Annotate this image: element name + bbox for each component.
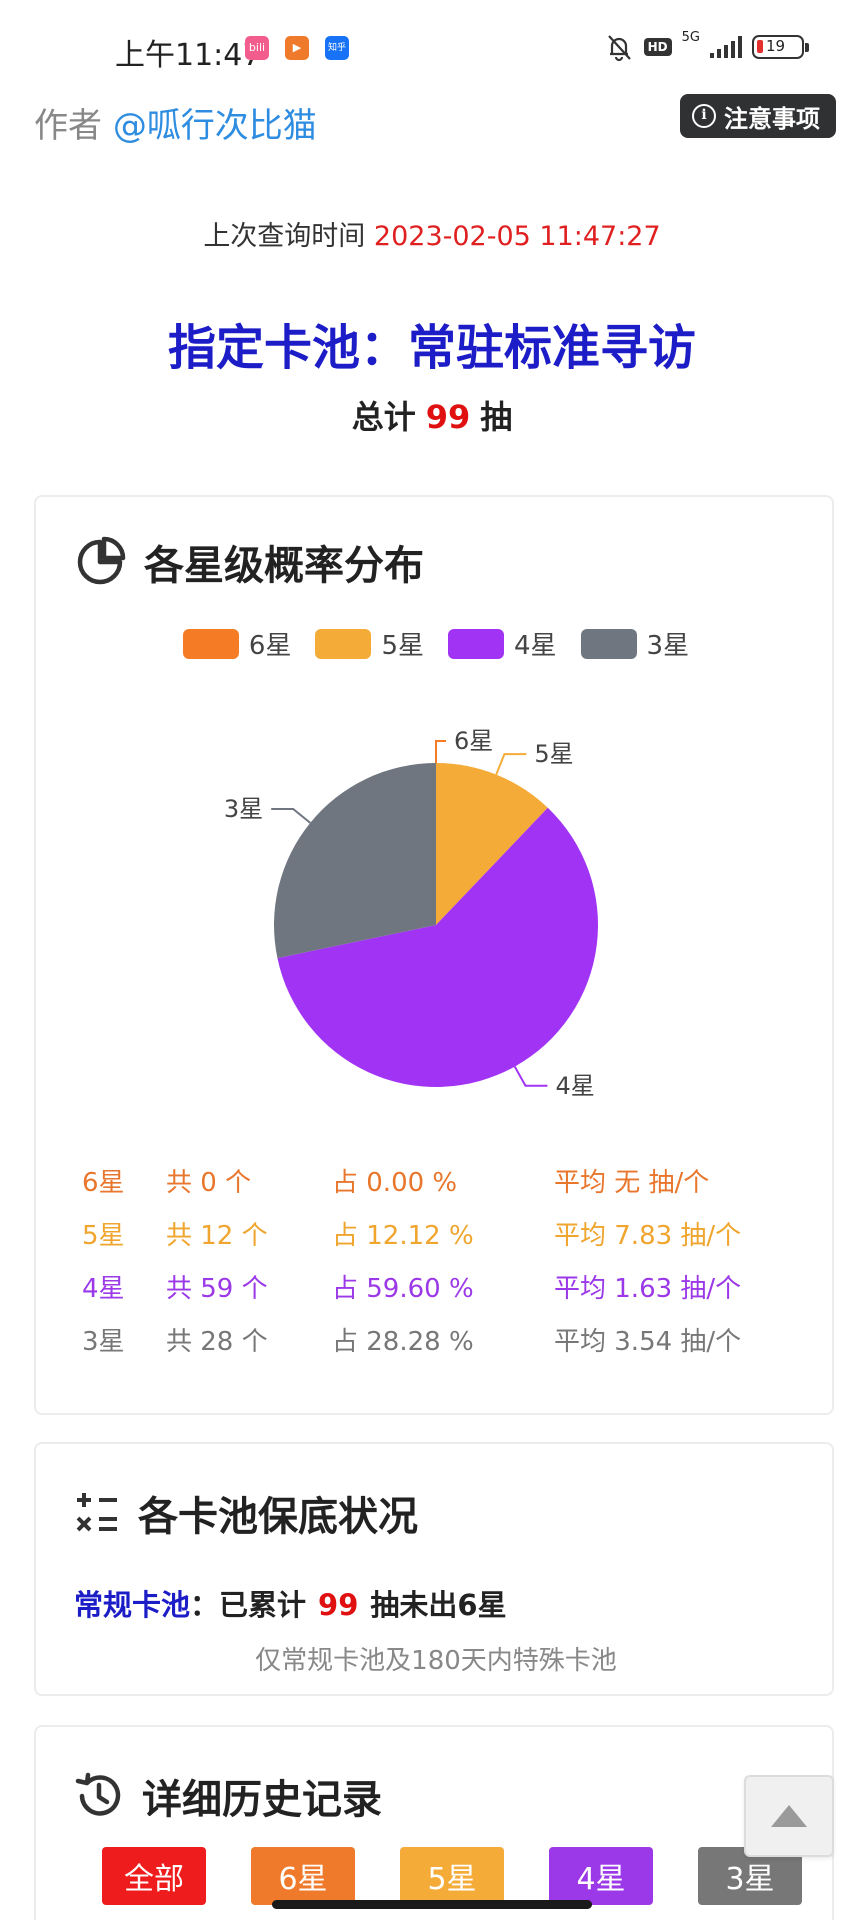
status-bar: 上午11:47 bili ▶ 知乎 HD 5G 19 (0, 0, 864, 90)
stat-average: 平均 无 抽/个 (554, 1168, 710, 1198)
stat-average: 平均 1.63 抽/个 (554, 1274, 742, 1304)
distribution-header: 各星级概率分布 (74, 533, 424, 591)
stat-row-5star: 5星 共 12 个 占 12.12 % 平均 7.83 抽/个 (36, 1215, 836, 1255)
filter-4star-button[interactable]: 4星 (549, 1847, 653, 1905)
pie-leader-line-3 (271, 807, 311, 824)
bilibili-app-icon: bili (245, 36, 269, 60)
notice-button[interactable]: i 注意事项 (680, 94, 836, 138)
hd-icon: HD (643, 38, 672, 56)
guarantee-header: 各卡池保底状况 (74, 1484, 418, 1542)
last-query-timestamp: 2023-02-05 11:47:27 (373, 221, 661, 252)
total-value: 99 (425, 398, 471, 436)
filter-6star-button[interactable]: 6星 (251, 1847, 355, 1905)
guarantee-note: 仅常规卡池及180天内特殊卡池 (255, 1646, 617, 1676)
stat-percent: 占 59.60 % (332, 1274, 474, 1304)
stat-percent: 占 28.28 % (332, 1327, 474, 1357)
stat-count: 共 59 个 (166, 1274, 268, 1304)
history-filters: 全部 6星 5星 4星 3星 (102, 1847, 802, 1905)
history-header: 详细历史记录 (74, 1767, 382, 1825)
status-time: 上午11:47 (115, 38, 262, 73)
history-icon (75, 1772, 121, 1816)
stat-star: 3星 (82, 1327, 125, 1357)
pie-chart: 6星 5星 4星 3星 (224, 727, 598, 1100)
pie-label-0: 6星 (454, 727, 493, 755)
guarantee-accum-label: 已累计 (219, 1588, 307, 1622)
filter-all-button[interactable]: 全部 (102, 1847, 206, 1905)
legend-label: 6星 (248, 631, 292, 661)
total-suffix: 抽 (480, 398, 513, 436)
guarantee-colon: ： (190, 1588, 220, 1622)
stat-count: 共 12 个 (166, 1221, 268, 1251)
pie-slice-1[interactable] (436, 763, 548, 925)
signal-icon (710, 36, 742, 58)
notice-button-label: 注意事项 (724, 104, 820, 133)
legend-item-3star[interactable]: 3星 (580, 625, 690, 662)
total-pulls: 总计 99 抽 (0, 392, 864, 438)
guarantee-status: 常规卡池：已累计 99 抽未出6星 (74, 1582, 507, 1624)
arrow-up-icon (771, 1805, 807, 1827)
stat-row-3star: 3星 共 28 个 占 28.28 % 平均 3.54 抽/个 (36, 1321, 836, 1361)
history-title: 详细历史记录 (142, 1777, 382, 1823)
zhihu-app-icon: 知乎 (325, 36, 349, 60)
stat-percent: 占 0.00 % (332, 1168, 458, 1198)
video-app-icon: ▶ (285, 36, 309, 60)
stat-star: 5星 (82, 1221, 125, 1251)
stat-star: 6星 (82, 1168, 125, 1198)
pie-chart-icon (77, 536, 126, 585)
network-type: 5G (681, 29, 700, 45)
pie-leader-line-0 (435, 740, 446, 763)
gesture-nav-bar[interactable] (272, 1900, 592, 1909)
distribution-title: 各星级概率分布 (144, 543, 424, 589)
pie-label-3: 3星 (224, 795, 263, 823)
legend-item-6star[interactable]: 6星 (182, 625, 292, 662)
stat-count: 共 0 个 (166, 1168, 252, 1198)
pie-leader-line-1 (495, 753, 527, 775)
legend-swatch (580, 628, 637, 659)
bell-muted-icon (607, 35, 631, 62)
info-icon: i (692, 104, 716, 128)
pie-slice-3[interactable] (274, 763, 436, 959)
stat-average: 平均 7.83 抽/个 (554, 1221, 742, 1251)
calculator-icon (76, 1493, 117, 1532)
history-card: 详细历史记录 全部 6星 5星 4星 3星 (34, 1725, 834, 1920)
guarantee-accum-suffix: 抽未出6星 (370, 1588, 507, 1622)
author-line: 作者 @呱行次比猫 (34, 98, 317, 147)
pool-title: 指定卡池：常驻标准寻访 (167, 320, 696, 376)
chart-legend: 6星 5星 4星 3星 (36, 625, 836, 662)
distribution-card: 各星级概率分布 6星 5星 4星 3星 6星 5星 4星 3星 6星 共 0 个 占 … (34, 495, 834, 1415)
pie-label-2: 4星 (555, 1072, 594, 1100)
author-handle-link[interactable]: @呱行次比猫 (112, 106, 317, 146)
stat-row-4star: 4星 共 59 个 占 59.60 % 平均 1.63 抽/个 (36, 1268, 836, 1308)
stat-star: 4星 (82, 1274, 125, 1304)
legend-swatch (448, 628, 504, 659)
battery-icon: 19 (752, 35, 809, 59)
stat-average: 平均 3.54 抽/个 (554, 1327, 742, 1357)
pie-slice-2[interactable] (277, 807, 598, 1087)
legend-swatch (315, 628, 372, 659)
guarantee-card: 各卡池保底状况 常规卡池：已累计 99 抽未出6星 仅常规卡池及180天内特殊卡池 (34, 1442, 834, 1696)
status-right-group: HD 5G 19 (604, 29, 809, 64)
stat-count: 共 28 个 (166, 1327, 268, 1357)
legend-label: 3星 (646, 631, 690, 661)
guarantee-accum-value: 99 (318, 1588, 359, 1622)
last-query-label: 上次查询时间 (203, 221, 366, 252)
pie-label-1: 5星 (534, 740, 573, 768)
guarantee-pool-name: 常规卡池 (74, 1588, 191, 1622)
legend-item-4star[interactable]: 4星 (448, 625, 557, 662)
filter-5star-button[interactable]: 5星 (400, 1847, 504, 1905)
stat-percent: 占 12.12 % (332, 1221, 474, 1251)
guarantee-title: 各卡池保底状况 (138, 1494, 418, 1540)
stat-row-6star: 6星 共 0 个 占 0.00 % 平均 无 抽/个 (36, 1162, 836, 1202)
legend-item-5star[interactable]: 5星 (315, 625, 424, 662)
legend-swatch (182, 628, 239, 659)
scroll-to-top-button[interactable] (744, 1775, 834, 1857)
author-label: 作者 (34, 106, 102, 146)
battery-level: 19 (766, 37, 786, 55)
legend-label: 4星 (514, 631, 557, 661)
pie-leader-line-2 (513, 1066, 548, 1087)
total-prefix: 总计 (351, 398, 416, 436)
last-query-time: 上次查询时间 2023-02-05 11:47:27 (0, 214, 864, 253)
legend-label: 5星 (381, 631, 424, 661)
